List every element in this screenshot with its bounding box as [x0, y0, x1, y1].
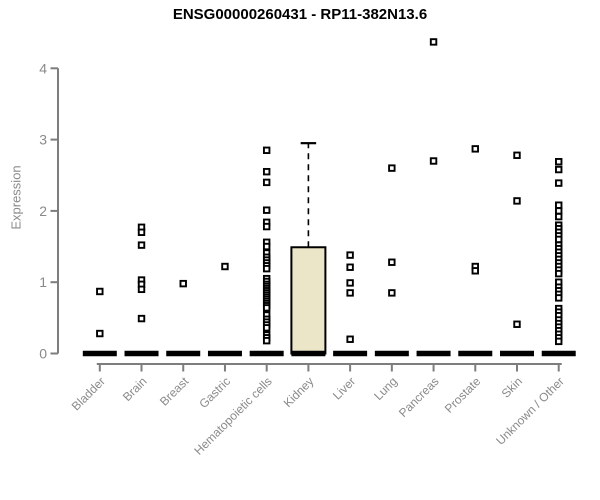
median-bar	[249, 350, 284, 357]
x-tick-label: Pancreas	[396, 374, 442, 420]
outlier-point	[262, 222, 271, 231]
outlier-point	[513, 151, 521, 159]
x-tick-label: Gastric	[196, 374, 233, 411]
outlier-point	[555, 269, 563, 278]
median-bar	[291, 350, 326, 357]
x-tick-label: Bladder	[69, 374, 108, 413]
median-bar	[333, 350, 368, 357]
outlier-point	[471, 145, 479, 153]
y-axis-label: Expression	[8, 165, 24, 230]
outlier-point	[262, 146, 271, 154]
outlier-point	[429, 38, 438, 46]
outlier-point	[137, 314, 146, 323]
x-tick-label: Breast	[157, 374, 192, 409]
outlier-point	[262, 167, 271, 176]
outlier-point	[346, 279, 354, 287]
outlier-point	[555, 179, 563, 187]
outlier-point	[471, 267, 479, 275]
median-bar	[374, 350, 409, 357]
outlier-point	[429, 157, 438, 165]
y-tick-label: 4	[39, 60, 47, 76]
outlier-point	[96, 287, 104, 296]
x-tick-label: Prostate	[442, 374, 484, 416]
y-tick-label: 1	[39, 274, 47, 290]
y-tick-label: 3	[39, 132, 47, 148]
median-bar	[124, 350, 159, 357]
y-tick-label: 0	[39, 346, 47, 362]
median-bar	[500, 350, 534, 357]
outlier-point	[555, 337, 563, 346]
x-tick-label: Lung	[371, 374, 400, 403]
outlier-point	[388, 258, 396, 266]
outlier-point	[346, 263, 354, 271]
outlier-point	[262, 178, 271, 187]
x-tick-label: Kidney	[281, 374, 317, 410]
outlier-point	[262, 242, 271, 251]
outlier-point	[96, 329, 104, 338]
y-tick-label: 2	[39, 203, 47, 219]
x-tick-label: Skin	[499, 374, 525, 400]
outlier-point	[262, 324, 271, 332]
outlier-point	[555, 207, 563, 215]
outlier-point	[137, 285, 146, 294]
outlier-point	[388, 289, 396, 297]
outlier-point	[555, 212, 563, 221]
outlier-point	[346, 289, 354, 297]
outlier-point	[513, 197, 521, 205]
median-bar	[82, 350, 117, 357]
box	[290, 246, 327, 355]
outlier-point	[179, 279, 187, 288]
outlier-point	[555, 294, 563, 302]
outlier-point	[346, 335, 354, 343]
chart-title: ENSG00000260431 - RP11-382N13.6	[172, 6, 428, 23]
outlier-point	[513, 320, 521, 328]
median-bar	[207, 350, 242, 357]
outlier-point	[262, 206, 271, 214]
x-tick-label: Hematopoietic cells	[191, 374, 274, 457]
x-tick-label: Brain	[120, 374, 150, 404]
outlier-point	[555, 201, 563, 209]
median-bar	[458, 350, 493, 357]
outlier-point	[221, 262, 229, 271]
median-bar	[416, 350, 451, 357]
median-bar	[166, 350, 201, 357]
outlier-point	[388, 164, 396, 172]
outlier-point	[262, 264, 271, 273]
x-tick-label: Liver	[330, 374, 358, 402]
outlier-point	[137, 228, 146, 236]
median-bar	[541, 350, 576, 357]
outlier-point	[555, 158, 563, 166]
outlier-point	[262, 336, 271, 345]
outlier-point	[555, 165, 563, 174]
outlier-point	[555, 235, 563, 244]
outlier-point	[346, 251, 354, 259]
outlier-point	[262, 304, 271, 312]
outlier-point	[137, 241, 146, 249]
